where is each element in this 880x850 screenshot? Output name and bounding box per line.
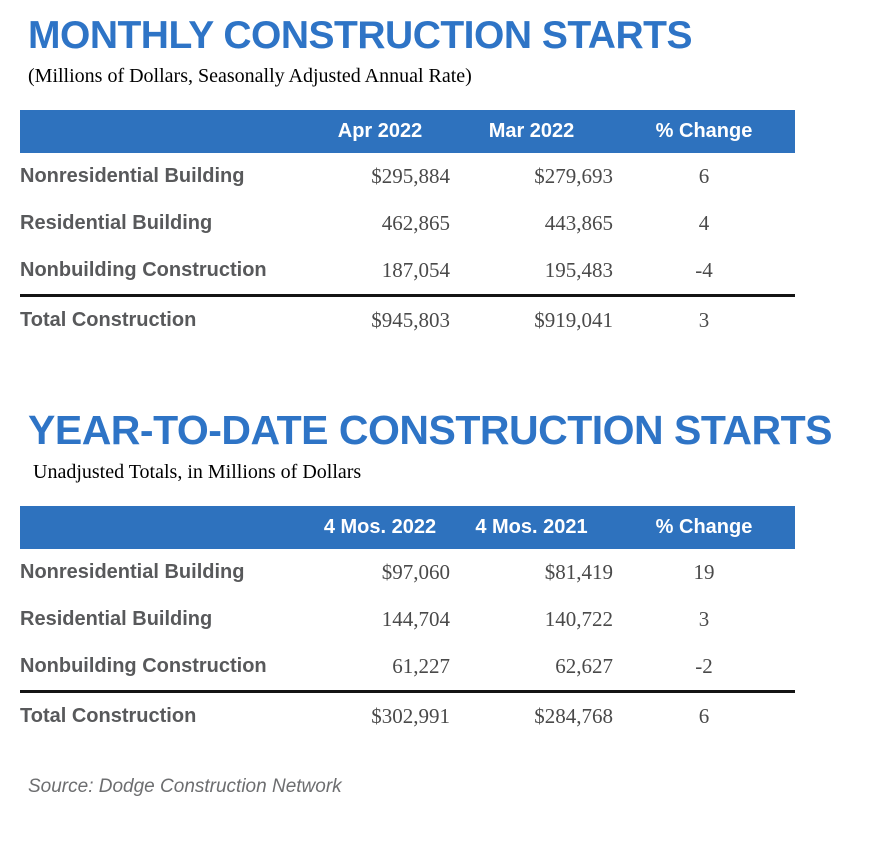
total-value-cell: $945,803	[310, 293, 450, 344]
ytd-section: YEAR-TO-DATE CONSTRUCTION STARTS Unadjus…	[0, 406, 880, 740]
ytd-header-row: 4 Mos. 2022 4 Mos. 2021 % Change	[20, 505, 795, 549]
row-label: Nonbuilding Construction	[20, 246, 310, 296]
total-label: Total Construction	[20, 689, 310, 740]
row-label: Nonresidential Building	[20, 152, 310, 200]
table-row: Residential Building 144,704 140,722 3	[20, 595, 795, 643]
value-cell: 195,483	[450, 246, 613, 296]
value-cell: 62,627	[450, 642, 613, 692]
total-pct-change-cell: 6	[613, 689, 795, 740]
total-value-cell: $302,991	[310, 689, 450, 740]
total-pct-change-cell: 3	[613, 293, 795, 344]
total-value-cell: $284,768	[450, 689, 613, 740]
monthly-header-mar-2022: Mar 2022	[450, 109, 613, 153]
total-row: Total Construction $945,803 $919,041 3	[20, 293, 795, 344]
value-cell: $81,419	[450, 548, 613, 596]
table-row: Nonbuilding Construction 61,227 62,627 -…	[20, 642, 795, 692]
row-label: Nonbuilding Construction	[20, 642, 310, 692]
report-page: MONTHLY CONSTRUCTION STARTS (Millions of…	[0, 14, 880, 850]
monthly-header-pct-change: % Change	[613, 109, 795, 153]
table-row: Nonresidential Building $97,060 $81,419 …	[20, 548, 795, 596]
monthly-subtitle: (Millions of Dollars, Seasonally Adjuste…	[28, 64, 472, 87]
value-cell: $295,884	[310, 152, 450, 200]
value-cell: 140,722	[450, 595, 613, 643]
ytd-header-pct-change: % Change	[613, 505, 795, 549]
monthly-table: Apr 2022 Mar 2022 % Change Nonresidentia…	[20, 109, 795, 344]
monthly-title: MONTHLY CONSTRUCTION STARTS	[28, 14, 692, 57]
monthly-header-apr-2022: Apr 2022	[310, 109, 450, 153]
value-cell: 462,865	[310, 199, 450, 247]
ytd-table: 4 Mos. 2022 4 Mos. 2021 % Change Nonresi…	[20, 505, 795, 740]
pct-change-cell: 3	[613, 595, 795, 643]
value-cell: $97,060	[310, 548, 450, 596]
total-value-cell: $919,041	[450, 293, 613, 344]
ytd-header-4mos-2021: 4 Mos. 2021	[450, 505, 613, 549]
ytd-header-empty	[20, 505, 310, 549]
table-row: Residential Building 462,865 443,865 4	[20, 199, 795, 247]
pct-change-cell: 6	[613, 152, 795, 200]
value-cell: 443,865	[450, 199, 613, 247]
ytd-subtitle: Unadjusted Totals, in Millions of Dollar…	[33, 460, 362, 483]
value-cell: 144,704	[310, 595, 450, 643]
pct-change-cell: 4	[613, 199, 795, 247]
pct-change-cell: -4	[613, 246, 795, 296]
monthly-header-row: Apr 2022 Mar 2022 % Change	[20, 109, 795, 153]
value-cell: 187,054	[310, 246, 450, 296]
total-label: Total Construction	[20, 293, 310, 344]
total-row: Total Construction $302,991 $284,768 6	[20, 689, 795, 740]
monthly-header-empty	[20, 109, 310, 153]
row-label: Residential Building	[20, 199, 310, 247]
value-cell: $279,693	[450, 152, 613, 200]
pct-change-cell: 19	[613, 548, 795, 596]
ytd-title: YEAR-TO-DATE CONSTRUCTION STARTS	[28, 406, 832, 453]
row-label: Nonresidential Building	[20, 548, 310, 596]
pct-change-cell: -2	[613, 642, 795, 692]
value-cell: 61,227	[310, 642, 450, 692]
table-row: Nonresidential Building $295,884 $279,69…	[20, 152, 795, 200]
monthly-section: MONTHLY CONSTRUCTION STARTS (Millions of…	[0, 14, 880, 344]
row-label: Residential Building	[20, 595, 310, 643]
table-row: Nonbuilding Construction 187,054 195,483…	[20, 246, 795, 296]
ytd-header-4mos-2022: 4 Mos. 2022	[310, 505, 450, 549]
source-note: Source: Dodge Construction Network	[28, 775, 342, 797]
